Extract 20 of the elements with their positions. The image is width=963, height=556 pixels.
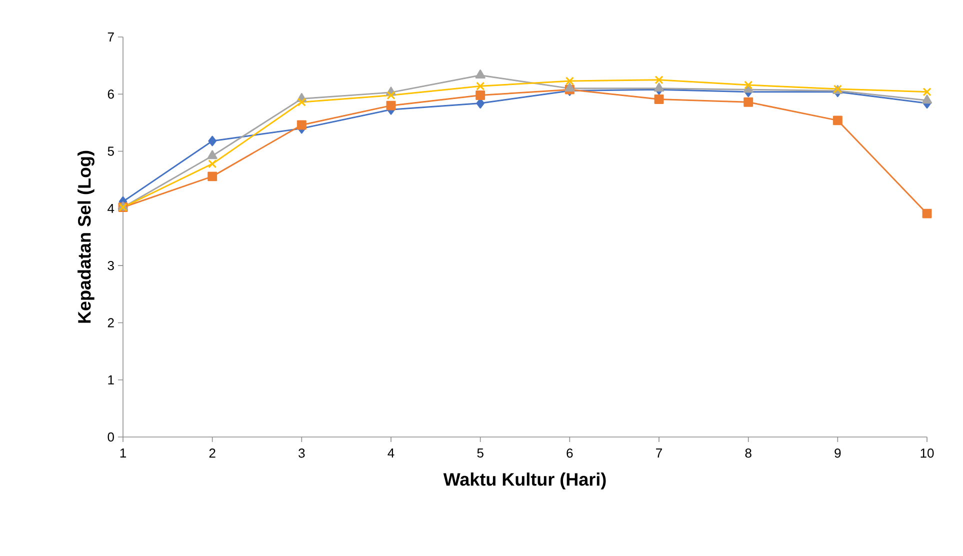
x-tick-label: 9 bbox=[834, 448, 841, 458]
x-tick-label: 7 bbox=[656, 448, 662, 458]
y-tick-label: 0 bbox=[108, 432, 114, 442]
x-tick-label: 2 bbox=[209, 448, 216, 458]
x-tick-label: 1 bbox=[120, 448, 126, 458]
y-axis-title: Kepadatan Sel (Log) bbox=[78, 150, 94, 323]
x-tick-label: 6 bbox=[566, 448, 573, 458]
x-tick-label: 10 bbox=[920, 448, 934, 458]
y-tick-label: 3 bbox=[108, 260, 114, 270]
y-tick-label: 1 bbox=[108, 375, 114, 384]
x-tick-label: 4 bbox=[388, 448, 394, 458]
y-tick-label: 4 bbox=[108, 204, 114, 213]
y-tick-label: 6 bbox=[108, 90, 114, 99]
x-tick-label: 3 bbox=[298, 448, 305, 458]
y-tick-label: 5 bbox=[108, 146, 114, 156]
x-axis-title: Waktu Kultur (Hari) bbox=[443, 472, 606, 490]
y-tick-label: 2 bbox=[108, 318, 114, 328]
x-tick-label: 5 bbox=[477, 448, 484, 458]
x-tick-label: 8 bbox=[745, 448, 752, 458]
y-tick-label: 7 bbox=[108, 32, 114, 42]
